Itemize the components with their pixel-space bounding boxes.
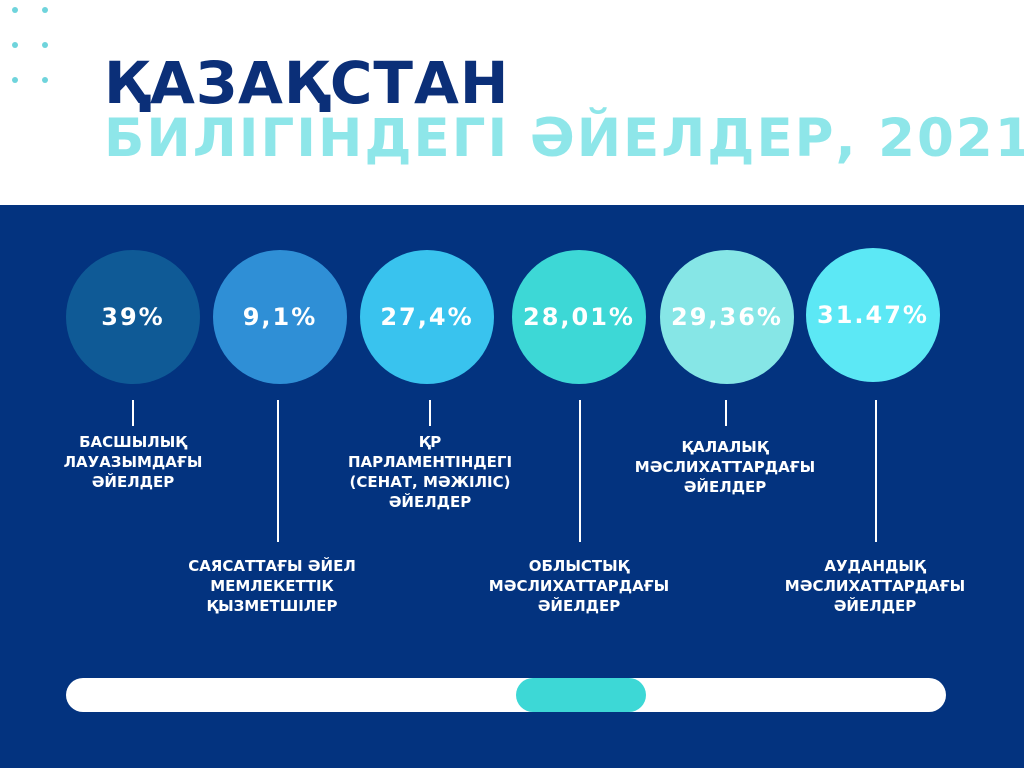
- stat-circle-4: 28,01%: [512, 250, 646, 384]
- connector-line-2: [277, 400, 279, 542]
- connector-line-4: [579, 400, 581, 542]
- stat-label-2: САЯСАТТАҒЫ ӘЙЕЛ МЕМЛЕКЕТТІК ҚЫЗМЕТШІЛЕР: [188, 557, 356, 615]
- scrollbar-thumb[interactable]: [516, 678, 646, 712]
- stat-label-5: ҚАЛАЛЫҚ МӘСЛИХАТТАРДАҒЫ ӘЙЕЛДЕР: [634, 438, 816, 496]
- connector-line-5: [725, 400, 727, 426]
- connector-line-3: [429, 400, 431, 426]
- title-line-1: ҚАЗАҚСТАН: [104, 49, 510, 117]
- stat-label-3: ҚР ПАРЛАМЕНТІНДЕГІ (СЕНАТ, МӘЖІЛІС) ӘЙЕЛ…: [347, 433, 513, 511]
- stat-circle-5: 29,36%: [660, 250, 794, 384]
- title-line-2: БИЛІГІНДЕГІ ӘЙЕЛДЕР, 2021: [104, 108, 1024, 169]
- connector-line-6: [875, 400, 877, 542]
- stat-circle-6: 31.47%: [806, 248, 940, 382]
- stat-label-1: БАСШЫЛЫҚ ЛАУАЗЫМДАҒЫ ӘЙЕЛДЕР: [63, 433, 203, 491]
- scrollbar-track[interactable]: [66, 678, 946, 712]
- header: ҚАЗАҚСТАН БИЛІГІНДЕГІ ӘЙЕЛДЕР, 2021: [0, 0, 1024, 205]
- stat-label-6: АУДАНДЫҚ МӘСЛИХАТТАРДАҒЫ ӘЙЕЛДЕР: [784, 557, 966, 615]
- stat-circle-1: 39%: [66, 250, 200, 384]
- stat-circle-2: 9,1%: [213, 250, 347, 384]
- stat-label-4: ОБЛЫСТЫҚ МӘСЛИХАТТАРДАҒЫ ӘЙЕЛДЕР: [488, 557, 670, 615]
- stat-circle-3: 27,4%: [360, 250, 494, 384]
- connector-line-1: [132, 400, 134, 426]
